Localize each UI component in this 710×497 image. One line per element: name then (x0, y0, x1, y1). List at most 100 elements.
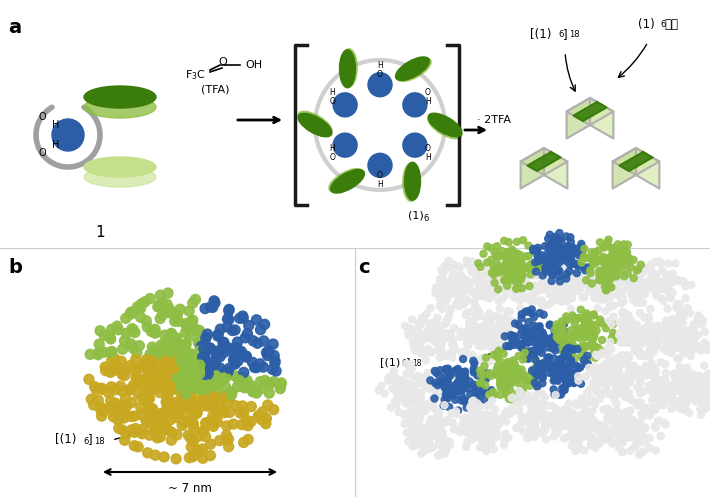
Circle shape (231, 347, 241, 357)
Circle shape (126, 412, 136, 421)
Circle shape (432, 327, 439, 334)
Circle shape (552, 416, 559, 423)
Circle shape (426, 385, 433, 392)
Circle shape (513, 374, 520, 381)
Circle shape (668, 278, 675, 285)
Circle shape (537, 369, 545, 376)
Circle shape (388, 404, 395, 411)
Circle shape (535, 272, 542, 279)
Circle shape (687, 329, 694, 336)
Circle shape (421, 407, 428, 414)
Circle shape (620, 257, 627, 264)
Circle shape (633, 321, 640, 328)
Circle shape (432, 367, 438, 374)
Circle shape (173, 310, 182, 320)
Circle shape (564, 375, 572, 382)
Circle shape (503, 276, 510, 283)
Circle shape (531, 331, 538, 338)
Circle shape (667, 330, 674, 337)
Circle shape (427, 348, 434, 355)
Circle shape (585, 428, 592, 435)
Circle shape (685, 387, 692, 394)
Circle shape (587, 269, 594, 276)
Circle shape (109, 412, 119, 421)
Circle shape (559, 282, 566, 289)
Circle shape (434, 287, 441, 294)
Circle shape (463, 443, 470, 450)
Circle shape (187, 382, 198, 392)
Circle shape (597, 421, 604, 428)
Circle shape (414, 400, 421, 407)
Circle shape (565, 251, 572, 258)
Circle shape (630, 428, 637, 435)
Circle shape (577, 380, 584, 387)
Circle shape (557, 282, 564, 289)
Circle shape (705, 394, 710, 401)
Circle shape (656, 282, 663, 289)
Circle shape (555, 324, 562, 331)
Circle shape (544, 250, 551, 257)
Circle shape (687, 328, 694, 335)
Circle shape (126, 398, 136, 408)
Circle shape (188, 418, 198, 429)
Circle shape (505, 361, 512, 368)
Circle shape (433, 414, 439, 421)
Circle shape (687, 332, 694, 339)
Circle shape (426, 328, 432, 334)
Circle shape (222, 322, 232, 332)
Circle shape (180, 369, 190, 379)
Circle shape (678, 405, 685, 412)
Circle shape (697, 384, 704, 391)
Circle shape (180, 370, 190, 380)
Circle shape (570, 416, 577, 423)
Circle shape (115, 364, 125, 374)
Circle shape (173, 368, 183, 378)
Circle shape (185, 370, 195, 380)
Circle shape (151, 450, 160, 460)
Circle shape (532, 370, 539, 377)
Circle shape (687, 310, 694, 317)
Circle shape (634, 402, 641, 409)
Circle shape (623, 352, 630, 359)
Circle shape (393, 401, 400, 408)
Circle shape (599, 273, 606, 280)
Circle shape (596, 316, 604, 323)
Circle shape (631, 290, 638, 297)
Circle shape (515, 322, 522, 329)
Circle shape (614, 291, 621, 298)
Circle shape (665, 326, 671, 332)
Circle shape (599, 268, 606, 275)
Circle shape (603, 286, 610, 293)
Circle shape (672, 385, 679, 392)
Circle shape (85, 349, 95, 359)
Circle shape (491, 271, 498, 278)
Circle shape (534, 391, 541, 398)
Circle shape (687, 352, 694, 359)
Circle shape (605, 429, 612, 436)
Circle shape (626, 447, 633, 454)
Circle shape (552, 249, 559, 256)
Circle shape (415, 331, 422, 338)
Circle shape (413, 336, 420, 343)
Circle shape (209, 296, 219, 306)
Circle shape (94, 339, 104, 349)
Circle shape (444, 378, 451, 386)
Circle shape (190, 375, 200, 385)
Circle shape (420, 444, 427, 451)
Circle shape (116, 356, 126, 366)
Circle shape (517, 372, 523, 379)
Circle shape (692, 334, 699, 341)
Circle shape (656, 385, 663, 392)
Circle shape (505, 373, 512, 380)
Circle shape (558, 238, 564, 245)
Circle shape (452, 388, 459, 395)
Circle shape (150, 328, 160, 338)
Circle shape (581, 294, 588, 301)
Circle shape (594, 380, 601, 387)
Circle shape (518, 343, 524, 350)
Circle shape (520, 428, 527, 435)
Circle shape (574, 261, 581, 268)
Circle shape (652, 391, 659, 398)
Circle shape (580, 357, 587, 364)
Circle shape (403, 380, 410, 387)
